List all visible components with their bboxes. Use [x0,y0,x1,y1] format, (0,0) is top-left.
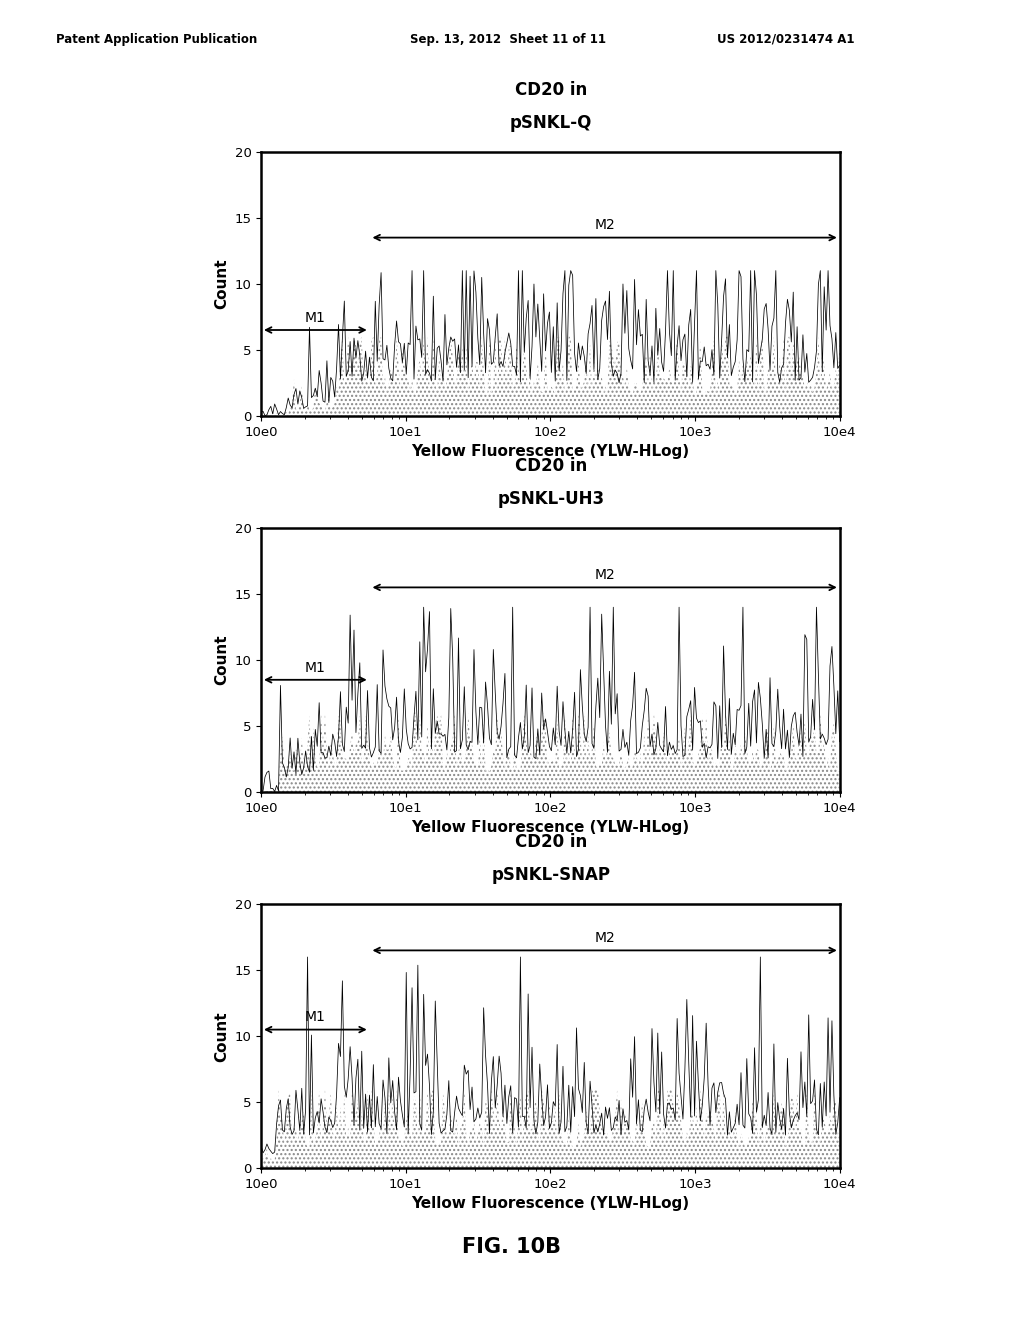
Text: CD20 in: CD20 in [515,457,587,475]
Text: M1: M1 [305,310,326,325]
Y-axis label: Count: Count [214,259,228,309]
X-axis label: Yellow Fluorescence (YLW-HLog): Yellow Fluorescence (YLW-HLog) [412,820,689,836]
Y-axis label: Count: Count [214,1011,228,1061]
Y-axis label: Count: Count [214,635,228,685]
Text: pSNKL-Q: pSNKL-Q [510,114,592,132]
Text: M2: M2 [594,931,615,945]
Text: M2: M2 [594,218,615,232]
Text: M1: M1 [305,1010,326,1024]
Text: Sep. 13, 2012  Sheet 11 of 11: Sep. 13, 2012 Sheet 11 of 11 [410,33,605,46]
Text: pSNKL-SNAP: pSNKL-SNAP [492,866,610,884]
X-axis label: Yellow Fluorescence (YLW-HLog): Yellow Fluorescence (YLW-HLog) [412,444,689,459]
Text: Patent Application Publication: Patent Application Publication [56,33,258,46]
Text: CD20 in: CD20 in [515,833,587,851]
Text: pSNKL-UH3: pSNKL-UH3 [498,490,604,508]
Text: FIG. 10B: FIG. 10B [463,1237,561,1258]
Text: US 2012/0231474 A1: US 2012/0231474 A1 [717,33,854,46]
Text: M2: M2 [594,568,615,582]
X-axis label: Yellow Fluorescence (YLW-HLog): Yellow Fluorescence (YLW-HLog) [412,1196,689,1212]
Text: CD20 in: CD20 in [515,81,587,99]
Text: M1: M1 [305,660,326,675]
